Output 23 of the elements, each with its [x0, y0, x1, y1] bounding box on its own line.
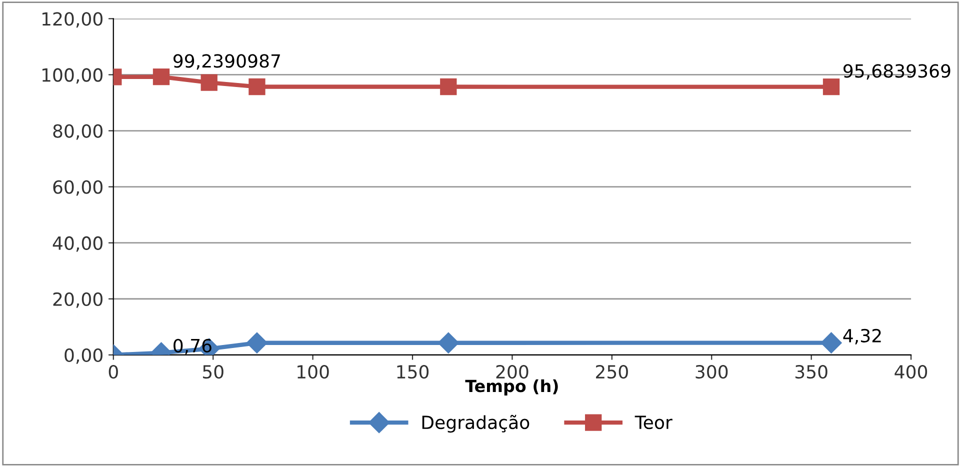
x-tick-label: 150: [397, 364, 429, 379]
data-label: 95,6839369: [844, 64, 950, 80]
y-tick-label: 120,00: [42, 12, 102, 28]
legend-label: Degradação: [422, 414, 530, 433]
y-tick-label: 100,00: [42, 68, 102, 84]
data-label: 4,32: [843, 328, 881, 344]
y-tick-label: 60,00: [53, 180, 102, 196]
data-label: 0,76: [174, 338, 212, 354]
y-tick-label: 0,00: [64, 348, 102, 364]
x-axis-title: Tempo (h): [465, 379, 558, 396]
x-tick-label: 350: [795, 364, 828, 379]
x-tick-label: 0: [108, 364, 118, 379]
x-tick-label: 100: [298, 364, 329, 379]
legend-label: Teor: [634, 416, 672, 430]
y-tick-label: 80,00: [53, 124, 102, 140]
x-tick-label: 300: [696, 364, 728, 379]
y-tick-label: 20,00: [53, 292, 102, 308]
data-label: 99,2390987: [174, 54, 280, 70]
x-tick-label: 200: [496, 364, 528, 379]
y-tick-label: 40,00: [52, 236, 102, 252]
x-tick-label: 400: [894, 364, 928, 379]
x-tick-label: 250: [596, 364, 628, 379]
x-tick-label: 50: [203, 364, 224, 379]
